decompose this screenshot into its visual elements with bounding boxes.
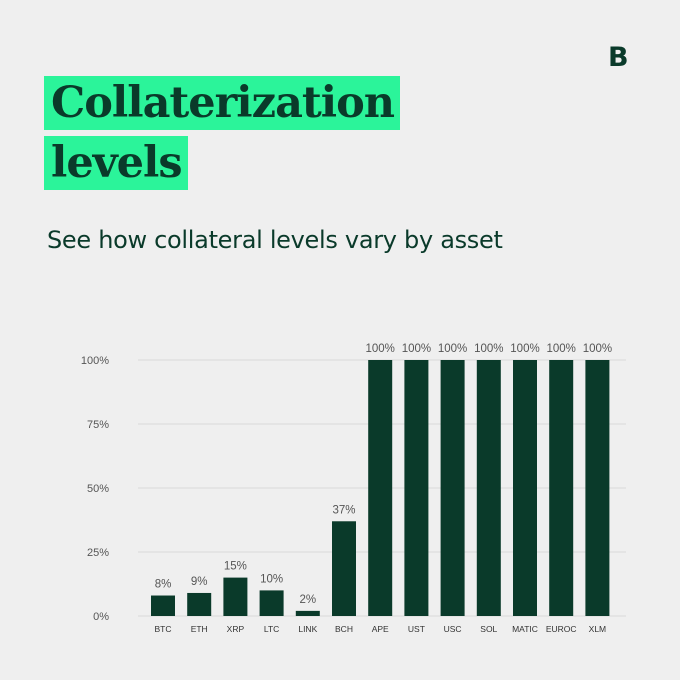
bar (513, 360, 537, 616)
bar (368, 360, 393, 616)
x-tick-label: XRP (227, 624, 245, 634)
x-tick-label: USC (444, 624, 462, 634)
bar (295, 610, 320, 616)
y-tick-label: 100% (81, 355, 109, 367)
data-label: 8% (155, 579, 172, 591)
collateral-bar-chart: 0% 25% 50% 75% 100% 8% BTC 9% ETH 15% XRP 10% LTC 2% L… (81, 343, 626, 634)
bar (332, 521, 356, 616)
bar (476, 360, 501, 616)
data-label: 100% (365, 343, 394, 355)
bar (440, 360, 465, 616)
brand-logo: B (608, 42, 629, 73)
page-subtitle: See how collateral levels vary by asset (47, 226, 503, 254)
data-label: 100% (583, 343, 612, 355)
x-tick-label: XLM (589, 624, 606, 634)
y-tick-label: 25% (87, 547, 109, 559)
x-tick-label: SOL (480, 624, 497, 634)
page-title-line-1: Collaterization (44, 76, 401, 130)
data-label: 37% (332, 504, 355, 516)
x-tick-label: ETH (191, 624, 208, 634)
data-label: 9% (191, 576, 208, 588)
bar (585, 360, 610, 616)
x-tick-label: UST (408, 624, 425, 634)
bar (404, 360, 429, 616)
x-tick-label: APE (372, 624, 389, 634)
x-tick-label: LTC (264, 624, 279, 634)
data-label: 15% (224, 561, 247, 573)
bar (549, 360, 574, 616)
x-tick-label: LINK (298, 624, 317, 634)
data-label: 100% (438, 343, 467, 355)
data-label: 100% (510, 343, 539, 355)
y-tick-label: 75% (87, 419, 109, 431)
data-label: 100% (402, 343, 431, 355)
x-tick-label: MATIC (512, 624, 538, 634)
data-label: 2% (299, 594, 316, 606)
bar (223, 577, 248, 616)
y-tick-label: 50% (87, 483, 109, 495)
y-tick-label: 0% (93, 611, 109, 623)
page-title-line-2: levels (44, 136, 188, 190)
bar (259, 590, 284, 616)
x-tick-label: EUROC (546, 624, 577, 634)
data-label: 10% (260, 573, 283, 585)
x-tick-label: BCH (335, 624, 353, 634)
bar (187, 592, 212, 616)
bar (151, 595, 175, 616)
data-label: 100% (546, 343, 575, 355)
data-label: 100% (474, 343, 503, 355)
x-tick-label: BTC (155, 624, 172, 634)
